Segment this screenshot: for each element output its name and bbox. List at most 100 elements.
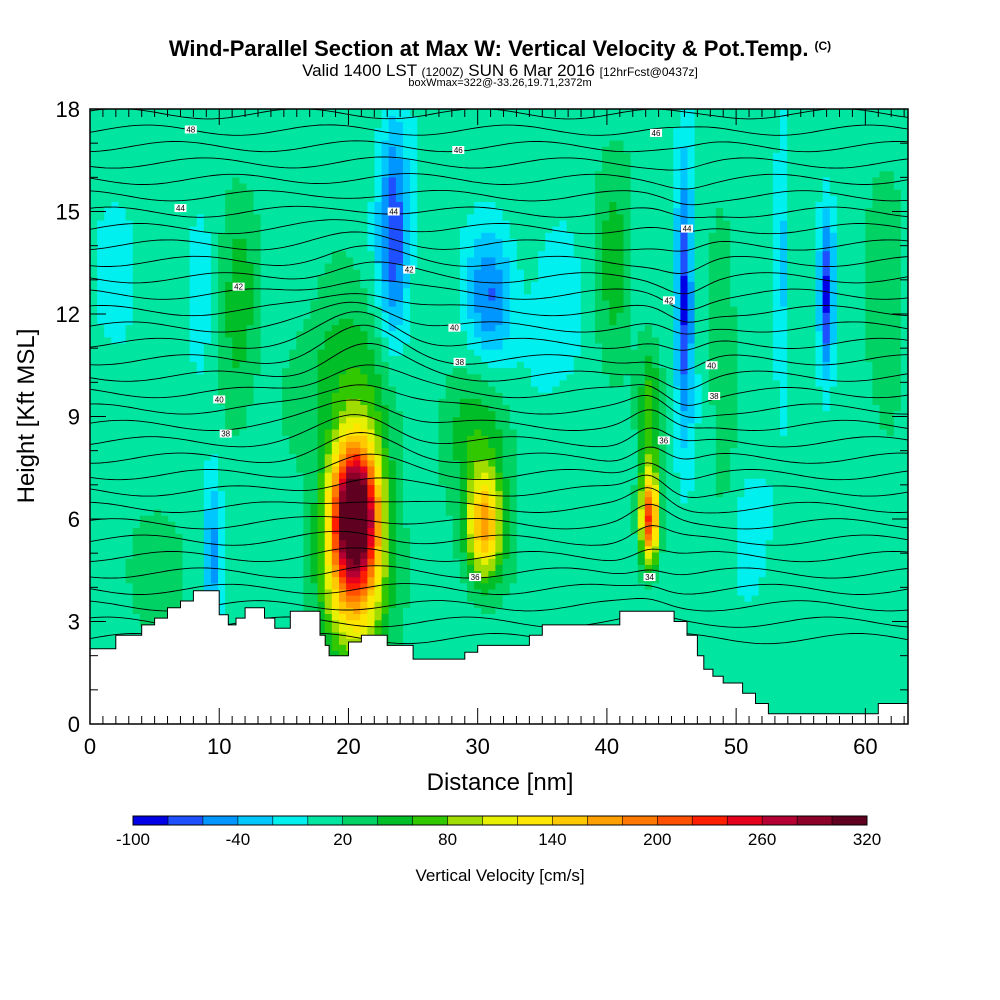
w-cell (644, 355, 653, 362)
w-cell (410, 232, 418, 239)
w-cell (737, 533, 774, 541)
w-cell (246, 410, 283, 418)
w-cell (772, 508, 908, 516)
w-cell (388, 189, 397, 196)
w-cell (488, 576, 504, 584)
w-cell (502, 496, 511, 504)
w-cell (218, 453, 297, 461)
w-cell (495, 539, 504, 547)
w-cell (403, 232, 411, 239)
w-cell (623, 145, 675, 153)
w-cell (203, 496, 212, 504)
w-cell (630, 514, 639, 522)
w-cell (218, 508, 226, 516)
w-cell (232, 256, 248, 264)
w-cell (673, 256, 682, 264)
w-cell (388, 514, 397, 522)
w-cell (772, 330, 788, 338)
w-cell (303, 496, 319, 504)
w-cell (381, 176, 390, 184)
y-tick-label: 9 (68, 405, 80, 430)
w-cell (595, 182, 632, 190)
w-cell (353, 607, 362, 614)
w-cell (616, 207, 632, 215)
w-cell (488, 508, 497, 516)
w-cell (865, 207, 902, 215)
w-cell (708, 348, 739, 356)
w-cell (395, 115, 418, 122)
w-cell (381, 508, 390, 516)
w-cell (346, 496, 369, 504)
w-cell (488, 287, 497, 295)
w-cell (125, 324, 191, 332)
w-cell (381, 391, 397, 399)
w-cell (787, 145, 908, 153)
w-cell (815, 312, 824, 319)
w-cell (637, 459, 646, 467)
w-cell (573, 238, 596, 246)
w-cell (90, 447, 290, 455)
w-cell (694, 219, 717, 227)
w-cell (225, 570, 305, 578)
w-cell (125, 213, 198, 221)
w-cell (374, 367, 390, 375)
w-cell (630, 262, 675, 270)
w-cell (395, 195, 404, 202)
w-cell (317, 471, 326, 479)
w-cell (687, 391, 696, 399)
w-cell (623, 244, 632, 252)
w-cell (189, 324, 212, 332)
w-cell (516, 361, 525, 369)
w-cell (388, 502, 397, 510)
w-cell (374, 558, 383, 565)
w-cell (360, 576, 369, 584)
w-cell (374, 539, 383, 547)
w-cell (673, 441, 682, 448)
w-cell (367, 373, 383, 381)
w-cell (787, 182, 824, 190)
w-cell (367, 428, 376, 436)
w-cell (602, 367, 646, 375)
w-cell (701, 391, 710, 399)
w-cell (659, 551, 738, 559)
w-cell (673, 170, 682, 178)
w-cell (388, 293, 404, 301)
w-cell (246, 182, 376, 190)
w-cell (509, 533, 518, 541)
w-cell (225, 601, 305, 608)
w-cell (730, 219, 774, 227)
w-cell (303, 502, 312, 510)
w-cell (303, 607, 319, 614)
w-cell (836, 312, 867, 319)
w-cell (865, 330, 902, 338)
w-cell (388, 318, 404, 326)
w-cell (730, 287, 774, 295)
w-cell (90, 219, 98, 227)
w-cell (289, 447, 319, 455)
w-cell (260, 250, 333, 258)
theta-contour (90, 301, 908, 335)
w-cell (680, 244, 689, 252)
w-cell (765, 570, 908, 578)
w-cell (374, 207, 383, 215)
w-cell (659, 558, 738, 565)
w-cell (210, 275, 219, 282)
w-cell (339, 410, 369, 418)
w-cell (132, 268, 191, 276)
w-cell (687, 379, 696, 387)
w-cell (673, 361, 682, 369)
w-cell (502, 564, 518, 571)
w-cell (132, 588, 184, 596)
w-cell (374, 355, 383, 362)
w-cell (865, 342, 902, 350)
w-cell (730, 293, 774, 301)
w-cell (680, 158, 689, 166)
w-cell (602, 244, 625, 252)
w-cell (730, 232, 774, 239)
w-cell (225, 545, 305, 553)
w-cell (637, 478, 646, 485)
w-cell (403, 293, 411, 301)
w-cell (772, 213, 788, 221)
w-cell (339, 385, 376, 393)
w-cell (381, 336, 390, 344)
